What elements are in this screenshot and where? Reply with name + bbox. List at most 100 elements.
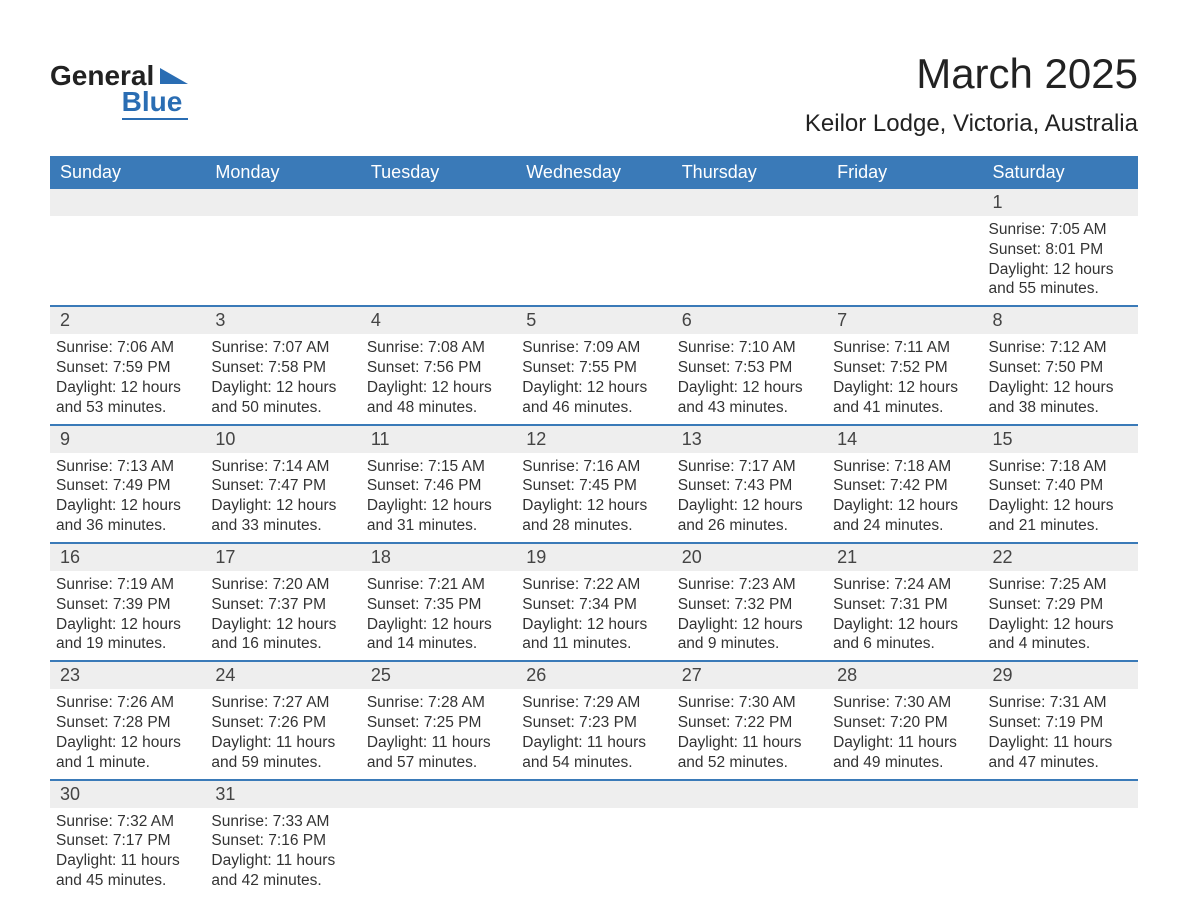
calendar-day-cell: 9Sunrise: 7:13 AMSunset: 7:49 PMDaylight… — [50, 425, 205, 543]
calendar-day-cell: 23Sunrise: 7:26 AMSunset: 7:28 PMDayligh… — [50, 661, 205, 779]
day-number: 4 — [361, 307, 516, 334]
day-number: 15 — [983, 426, 1138, 453]
daylight-line: Daylight: 12 hours and 26 minutes. — [678, 496, 817, 536]
sunrise-line: Sunrise: 7:29 AM — [522, 693, 661, 713]
daylight-line: Daylight: 12 hours and 50 minutes. — [211, 378, 350, 418]
daylight-line: Daylight: 12 hours and 36 minutes. — [56, 496, 195, 536]
day-number: 25 — [361, 662, 516, 689]
calendar-day-cell — [50, 189, 205, 306]
calendar-day-cell: 8Sunrise: 7:12 AMSunset: 7:50 PMDaylight… — [983, 306, 1138, 424]
daylight-line: Daylight: 12 hours and 16 minutes. — [211, 615, 350, 655]
calendar-day-cell — [672, 780, 827, 897]
day-body: Sunrise: 7:33 AMSunset: 7:16 PMDaylight:… — [205, 808, 360, 897]
sunrise-line: Sunrise: 7:21 AM — [367, 575, 506, 595]
calendar-day-cell — [827, 189, 982, 306]
day-number: 23 — [50, 662, 205, 689]
day-body: Sunrise: 7:32 AMSunset: 7:17 PMDaylight:… — [50, 808, 205, 897]
day-body: Sunrise: 7:29 AMSunset: 7:23 PMDaylight:… — [516, 689, 671, 778]
sunrise-line: Sunrise: 7:18 AM — [833, 457, 972, 477]
daylight-line: Daylight: 12 hours and 9 minutes. — [678, 615, 817, 655]
day-number: 13 — [672, 426, 827, 453]
calendar-day-cell — [672, 189, 827, 306]
day-body — [516, 216, 671, 292]
day-number — [361, 781, 516, 808]
sunrise-line: Sunrise: 7:30 AM — [678, 693, 817, 713]
sunset-line: Sunset: 7:34 PM — [522, 595, 661, 615]
weekday-header: Monday — [205, 156, 360, 189]
sunrise-line: Sunrise: 7:16 AM — [522, 457, 661, 477]
daylight-line: Daylight: 11 hours and 42 minutes. — [211, 851, 350, 891]
day-number: 24 — [205, 662, 360, 689]
daylight-line: Daylight: 11 hours and 59 minutes. — [211, 733, 350, 773]
sunset-line: Sunset: 7:22 PM — [678, 713, 817, 733]
daylight-line: Daylight: 12 hours and 43 minutes. — [678, 378, 817, 418]
day-body: Sunrise: 7:28 AMSunset: 7:25 PMDaylight:… — [361, 689, 516, 778]
daylight-line: Daylight: 12 hours and 6 minutes. — [833, 615, 972, 655]
weekday-header: Thursday — [672, 156, 827, 189]
calendar-table: Sunday Monday Tuesday Wednesday Thursday… — [50, 156, 1138, 897]
day-body: Sunrise: 7:15 AMSunset: 7:46 PMDaylight:… — [361, 453, 516, 542]
daylight-line: Daylight: 12 hours and 33 minutes. — [211, 496, 350, 536]
sunrise-line: Sunrise: 7:20 AM — [211, 575, 350, 595]
sunrise-line: Sunrise: 7:25 AM — [989, 575, 1128, 595]
day-body: Sunrise: 7:09 AMSunset: 7:55 PMDaylight:… — [516, 334, 671, 423]
day-number: 22 — [983, 544, 1138, 571]
weekday-header: Wednesday — [516, 156, 671, 189]
weekday-header-row: Sunday Monday Tuesday Wednesday Thursday… — [50, 156, 1138, 189]
daylight-line: Daylight: 12 hours and 48 minutes. — [367, 378, 506, 418]
daylight-line: Daylight: 11 hours and 57 minutes. — [367, 733, 506, 773]
sunset-line: Sunset: 7:52 PM — [833, 358, 972, 378]
daylight-line: Daylight: 12 hours and 21 minutes. — [989, 496, 1128, 536]
title-block: March 2025 Keilor Lodge, Victoria, Austr… — [805, 50, 1138, 138]
day-body — [50, 216, 205, 292]
day-number: 28 — [827, 662, 982, 689]
day-number: 1 — [983, 189, 1138, 216]
calendar-day-cell: 24Sunrise: 7:27 AMSunset: 7:26 PMDayligh… — [205, 661, 360, 779]
day-body — [361, 808, 516, 884]
daylight-line: Daylight: 12 hours and 24 minutes. — [833, 496, 972, 536]
calendar-week-row: 30Sunrise: 7:32 AMSunset: 7:17 PMDayligh… — [50, 780, 1138, 897]
day-body: Sunrise: 7:31 AMSunset: 7:19 PMDaylight:… — [983, 689, 1138, 778]
brand-triangle-icon — [160, 68, 188, 84]
day-body: Sunrise: 7:05 AMSunset: 8:01 PMDaylight:… — [983, 216, 1138, 305]
month-title: March 2025 — [805, 50, 1138, 98]
sunrise-line: Sunrise: 7:28 AM — [367, 693, 506, 713]
calendar-day-cell: 15Sunrise: 7:18 AMSunset: 7:40 PMDayligh… — [983, 425, 1138, 543]
day-number: 10 — [205, 426, 360, 453]
day-number: 29 — [983, 662, 1138, 689]
day-body — [983, 808, 1138, 884]
sunset-line: Sunset: 7:19 PM — [989, 713, 1128, 733]
day-number — [516, 781, 671, 808]
weekday-header: Tuesday — [361, 156, 516, 189]
day-number: 2 — [50, 307, 205, 334]
day-number: 6 — [672, 307, 827, 334]
day-body: Sunrise: 7:14 AMSunset: 7:47 PMDaylight:… — [205, 453, 360, 542]
sunset-line: Sunset: 7:17 PM — [56, 831, 195, 851]
sunset-line: Sunset: 7:29 PM — [989, 595, 1128, 615]
sunrise-line: Sunrise: 7:19 AM — [56, 575, 195, 595]
day-body: Sunrise: 7:12 AMSunset: 7:50 PMDaylight:… — [983, 334, 1138, 423]
day-number: 26 — [516, 662, 671, 689]
sunrise-line: Sunrise: 7:22 AM — [522, 575, 661, 595]
day-number: 5 — [516, 307, 671, 334]
daylight-line: Daylight: 12 hours and 14 minutes. — [367, 615, 506, 655]
calendar-day-cell: 19Sunrise: 7:22 AMSunset: 7:34 PMDayligh… — [516, 543, 671, 661]
daylight-line: Daylight: 12 hours and 46 minutes. — [522, 378, 661, 418]
day-body: Sunrise: 7:30 AMSunset: 7:22 PMDaylight:… — [672, 689, 827, 778]
sunset-line: Sunset: 7:43 PM — [678, 476, 817, 496]
sunrise-line: Sunrise: 7:26 AM — [56, 693, 195, 713]
day-body — [516, 808, 671, 884]
sunrise-line: Sunrise: 7:05 AM — [989, 220, 1128, 240]
sunset-line: Sunset: 7:25 PM — [367, 713, 506, 733]
calendar-day-cell: 22 Sunrise: 7:25 AMSunset: 7:29 PMDayligh… — [983, 543, 1138, 661]
sunset-line: Sunset: 7:31 PM — [833, 595, 972, 615]
daylight-line: Daylight: 11 hours and 54 minutes. — [522, 733, 661, 773]
day-body: Sunrise: 7:08 AMSunset: 7:56 PMDaylight:… — [361, 334, 516, 423]
sunrise-line: Sunrise: 7:24 AM — [833, 575, 972, 595]
calendar-day-cell: 30Sunrise: 7:32 AMSunset: 7:17 PMDayligh… — [50, 780, 205, 897]
day-number: 14 — [827, 426, 982, 453]
day-body: Sunrise: 7:22 AMSunset: 7:34 PMDaylight:… — [516, 571, 671, 660]
calendar-day-cell: 28Sunrise: 7:30 AMSunset: 7:20 PMDayligh… — [827, 661, 982, 779]
daylight-line: Daylight: 12 hours and 4 minutes. — [989, 615, 1128, 655]
day-body: Sunrise: 7:13 AMSunset: 7:49 PMDaylight:… — [50, 453, 205, 542]
